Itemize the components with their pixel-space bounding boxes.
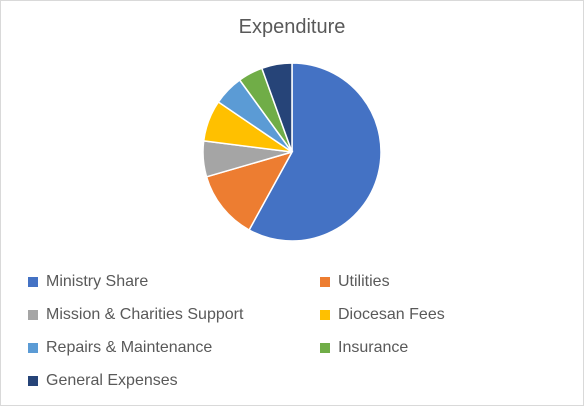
legend-swatch <box>28 310 38 320</box>
legend-label: Repairs & Maintenance <box>46 339 213 356</box>
pie-slice-general-expenses <box>260 62 293 153</box>
legend-swatch <box>320 343 330 353</box>
legend-item-general-expenses: General Expenses <box>28 370 178 392</box>
legend-swatch <box>320 277 330 287</box>
legend-label: Diocesan Fees <box>338 306 445 323</box>
legend-item-insurance: Insurance <box>320 337 408 359</box>
legend-item-mission-charities-support: Mission & Charities Support <box>28 304 243 326</box>
legend-label: Mission & Charities Support <box>46 306 244 323</box>
legend-item-diocesan-fees: Diocesan Fees <box>320 304 445 326</box>
legend-item-ministry-share: Ministry Share <box>28 271 148 293</box>
pie-slice-ministry-share <box>248 62 382 242</box>
legend-item-utilities: Utilities <box>320 271 390 293</box>
chart-title: Expenditure <box>238 16 346 38</box>
legend-item-repairs-maintenance: Repairs & Maintenance <box>28 337 212 359</box>
legend-swatch <box>28 277 38 287</box>
legend-label: Insurance <box>338 339 409 356</box>
legend-label: Ministry Share <box>46 273 149 290</box>
legend-label: Utilities <box>338 273 390 290</box>
legend-swatch <box>320 310 330 320</box>
legend-swatch <box>28 343 38 353</box>
pie-slice-utilities <box>205 150 294 232</box>
legend-label: General Expenses <box>46 372 178 389</box>
legend-swatch <box>28 376 38 386</box>
